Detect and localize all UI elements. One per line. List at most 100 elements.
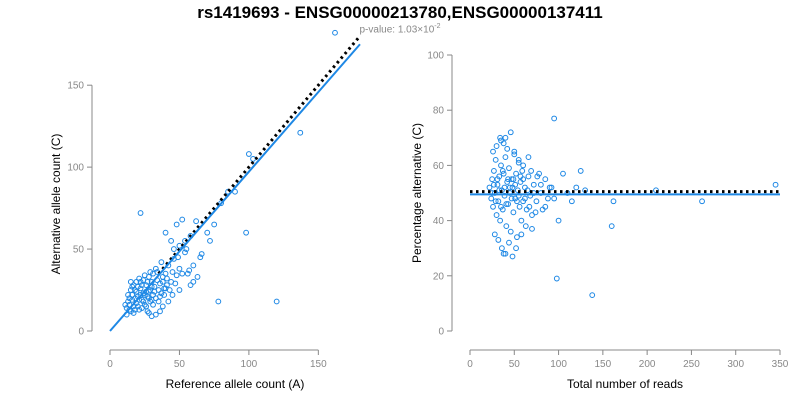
- data-point: [245, 151, 252, 157]
- data-point: [150, 301, 156, 308]
- pvalue-exponent: -2: [434, 23, 441, 30]
- data-point: [539, 206, 546, 213]
- data-point: [527, 192, 534, 199]
- y-tick-label: 100: [427, 51, 444, 62]
- data-point: [503, 201, 510, 207]
- data-point: [143, 282, 150, 289]
- y-axis-title: Alternative allele count (C): [49, 134, 63, 275]
- expected-line: [157, 35, 362, 275]
- pvalue-subtitle: p-value: 1.03×10-2: [0, 23, 800, 35]
- x-tick-label: 0: [107, 359, 113, 370]
- data-point: [494, 181, 501, 188]
- data-point: [510, 176, 517, 183]
- data-point: [129, 283, 136, 290]
- data-point: [179, 216, 186, 223]
- data-point: [176, 287, 183, 293]
- data-point: [204, 229, 211, 236]
- x-tick-label: 150: [310, 359, 327, 370]
- x-tick-label: 150: [595, 359, 612, 370]
- data-point: [140, 298, 147, 305]
- data-point: [501, 192, 508, 199]
- data-point: [514, 234, 520, 241]
- data-point: [183, 246, 190, 252]
- data-point: [125, 292, 131, 298]
- data-point: [130, 282, 137, 289]
- data-point: [699, 198, 705, 205]
- data-point: [515, 159, 522, 166]
- data-point: [520, 176, 527, 183]
- data-point: [505, 176, 511, 183]
- data-point: [500, 170, 507, 177]
- data-point: [173, 221, 180, 228]
- data-point: [164, 282, 170, 289]
- x-axis-title: Total number of reads: [567, 377, 683, 391]
- x-tick-label: 100: [241, 359, 258, 370]
- y-tick-label: 0: [438, 327, 444, 338]
- data-point: [157, 308, 163, 315]
- data-point: [148, 313, 155, 320]
- data-point: [122, 301, 129, 308]
- data-point: [127, 287, 134, 293]
- data-point: [518, 217, 525, 224]
- data-point: [170, 246, 177, 252]
- data-point: [173, 272, 180, 279]
- data-point: [525, 154, 532, 161]
- data-point: [152, 265, 159, 272]
- data-point: [513, 245, 519, 252]
- x-tick-label: 0: [467, 359, 473, 370]
- data-point: [528, 168, 535, 174]
- data-point: [137, 278, 144, 285]
- data-point: [489, 176, 496, 183]
- data-point: [516, 203, 523, 210]
- data-point: [515, 156, 522, 163]
- data-point: [169, 292, 176, 298]
- x-axis-title: Reference allele count (A): [166, 377, 305, 391]
- y-tick-label: 150: [67, 81, 84, 92]
- data-point: [176, 265, 183, 272]
- data-point: [510, 209, 517, 216]
- data-point: [504, 145, 511, 152]
- data-point: [532, 209, 539, 216]
- data-point: [250, 156, 256, 162]
- data-point: [589, 292, 596, 299]
- data-point: [137, 210, 144, 216]
- data-point: [165, 298, 172, 305]
- data-point: [133, 288, 140, 295]
- data-point: [486, 184, 493, 191]
- data-point: [548, 184, 555, 191]
- data-point: [498, 162, 504, 169]
- data-point: [155, 298, 162, 305]
- data-point: [504, 179, 511, 185]
- data-point: [500, 250, 507, 257]
- data-point: [507, 228, 514, 235]
- data-point: [164, 275, 170, 282]
- data-point: [158, 259, 165, 266]
- data-point: [190, 262, 197, 269]
- data-point: [297, 129, 304, 136]
- x-tick-label: 350: [772, 359, 789, 370]
- data-point: [498, 137, 504, 144]
- data-point: [186, 267, 193, 274]
- data-point: [505, 201, 511, 207]
- y-tick-label: 60: [433, 161, 445, 172]
- data-point: [503, 223, 510, 230]
- data-point: [514, 198, 520, 205]
- data-point: [491, 181, 497, 188]
- data-point: [218, 200, 225, 207]
- data-point: [545, 195, 551, 202]
- data-point: [506, 184, 513, 191]
- data-point: [141, 301, 148, 308]
- data-point: [529, 225, 535, 232]
- x-tick-label: 300: [727, 359, 744, 370]
- data-point: [132, 306, 138, 313]
- data-point: [568, 198, 575, 205]
- data-point: [506, 239, 512, 246]
- data-point: [147, 298, 154, 305]
- data-point: [529, 212, 535, 218]
- x-tick-label: 50: [174, 359, 186, 370]
- data-point: [492, 156, 499, 163]
- data-point: [127, 278, 134, 285]
- data-point: [519, 168, 526, 174]
- data-point: [515, 192, 522, 199]
